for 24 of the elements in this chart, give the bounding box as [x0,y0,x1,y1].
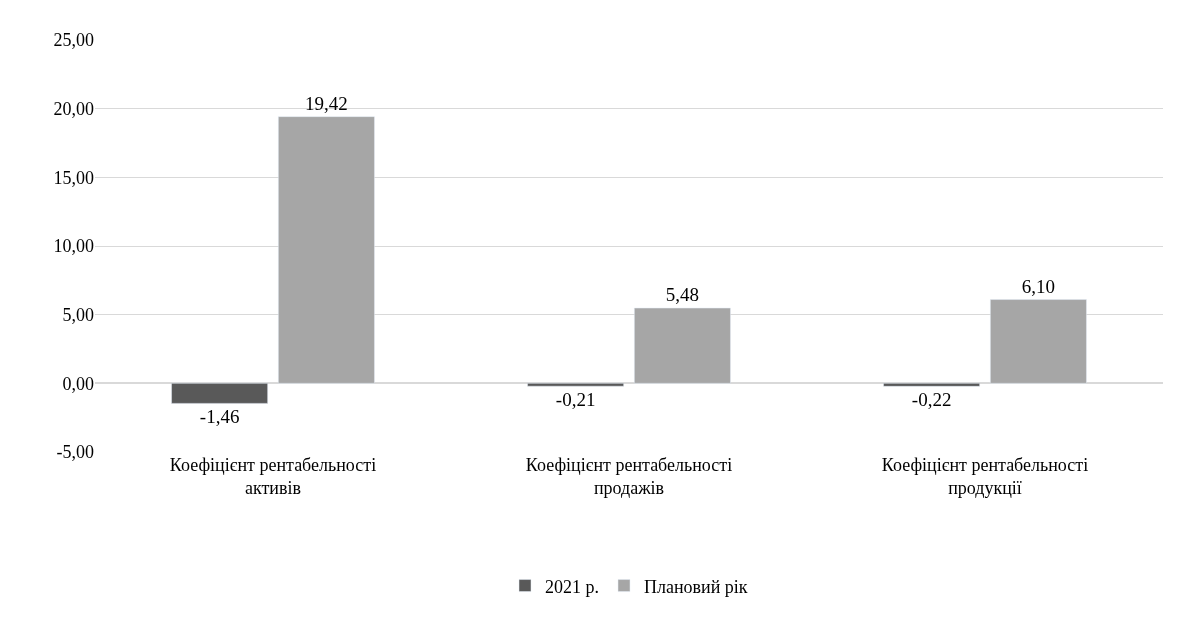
y-tick-label: 5,00 [62,304,94,325]
x-tick-label: Коефіцієнт рентабельності продажів [525,455,733,499]
y-tick-label: 15,00 [53,167,94,188]
data-label: -0,21 [555,389,596,411]
legend-label: Плановий рік [644,576,748,597]
data-label: -0,22 [911,389,952,411]
x-tick-label: Коефіцієнт рентабельності активів [169,455,377,499]
legend-label: 2021 р. [545,576,599,597]
y-tick-label: 25,00 [53,30,94,51]
bar [883,383,980,387]
data-label: 19,42 [305,92,348,114]
data-label: 5,48 [665,284,700,306]
y-tick-label: -5,00 [56,442,94,463]
y-tick-label: 20,00 [53,98,94,119]
bar [171,383,268,404]
y-tick-label: 0,00 [62,373,94,394]
bar [634,307,731,384]
y-tick-label: 10,00 [53,236,94,257]
bar [990,299,1087,384]
data-label: 6,10 [1021,275,1056,297]
bar [278,116,375,384]
bar [527,383,624,387]
data-label: -1,46 [199,406,240,428]
x-tick-label: Коефіцієнт рентабельності продукції [881,455,1089,499]
